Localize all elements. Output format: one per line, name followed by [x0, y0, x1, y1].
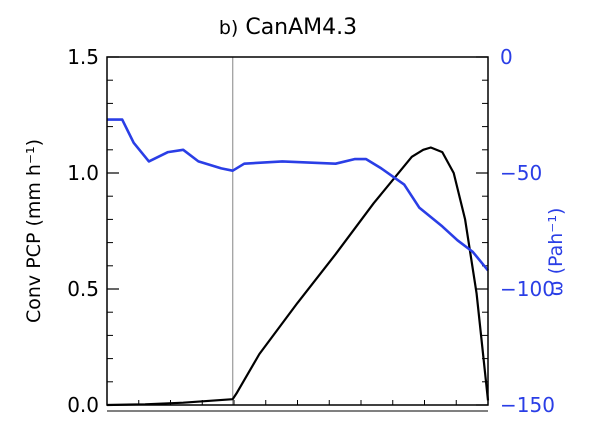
series-line-convective-precip	[106, 146, 490, 407]
right-tick-label: 0	[500, 45, 513, 69]
left-tick-label: 1.5	[67, 45, 99, 69]
plot-frame	[106, 56, 489, 406]
right-tick-label: −100	[500, 277, 555, 301]
chart-title: b) CanAM4.3	[219, 15, 357, 40]
right-tick-label: −50	[500, 161, 542, 185]
left-axis-label: Conv PCP (mm h⁻¹)	[23, 139, 45, 323]
series-line-omega	[107, 118, 490, 272]
left-tick-label: 1.0	[67, 161, 99, 185]
right-axis-label: ω (Pah⁻¹)	[545, 208, 567, 297]
chart-title-prefix: b)	[219, 17, 238, 39]
chart-title-main: CanAM4.3	[245, 15, 357, 40]
left-tick-label: 0.5	[67, 277, 99, 301]
right-tick-label: −150	[500, 393, 555, 417]
right-axis-ticks: 0 −50 −100 −150	[476, 45, 555, 417]
left-tick-label: 0.0	[67, 393, 99, 417]
left-axis-ticks: 0.0 0.5 1.0 1.5	[67, 45, 119, 417]
